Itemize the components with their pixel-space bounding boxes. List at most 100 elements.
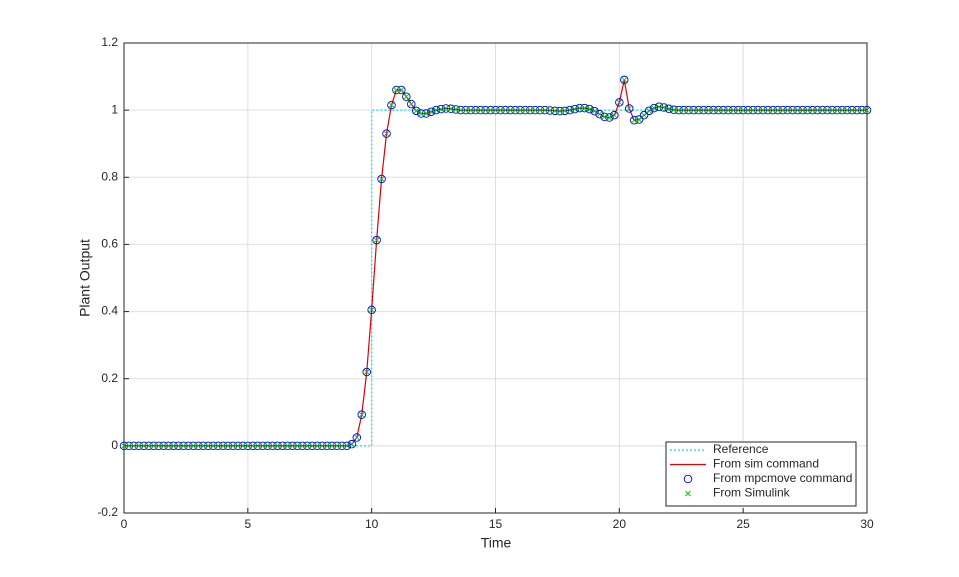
cross-marker	[408, 101, 415, 107]
cross-marker	[299, 443, 306, 449]
cross-marker	[859, 107, 865, 113]
cross-marker	[150, 443, 157, 449]
circle-marker	[768, 105, 778, 115]
cross-marker	[140, 443, 147, 449]
cross-marker	[205, 443, 212, 449]
cross-marker	[809, 107, 816, 113]
circle-marker	[258, 441, 267, 451]
cross-marker	[765, 107, 771, 113]
cross-marker	[566, 107, 573, 113]
cross-marker	[770, 107, 776, 113]
circle-marker	[169, 441, 178, 451]
circle-marker	[778, 105, 788, 115]
cross-marker	[195, 443, 202, 449]
cross-marker	[438, 106, 444, 112]
circle-marker	[719, 105, 728, 115]
cross-marker	[656, 103, 662, 110]
circle-marker	[124, 441, 134, 451]
x-tick-label: 20	[613, 517, 627, 531]
cross-marker	[126, 443, 132, 449]
cross-marker	[363, 369, 370, 375]
cross-marker	[700, 107, 707, 113]
circle-marker	[298, 441, 307, 451]
circle-marker	[352, 433, 362, 442]
circle-marker	[714, 105, 723, 115]
cross-marker	[403, 93, 410, 100]
circle-marker	[595, 109, 604, 119]
circle-marker	[243, 441, 253, 451]
cross-marker	[512, 107, 519, 113]
circle-marker	[842, 105, 852, 115]
cross-marker	[492, 107, 499, 113]
cross-marker	[611, 112, 618, 118]
circle-marker	[501, 105, 510, 115]
cross-marker	[829, 107, 836, 113]
circle-marker	[852, 105, 862, 115]
cross-marker	[190, 443, 197, 449]
cross-marker	[284, 443, 291, 449]
cross-marker	[542, 107, 548, 113]
circle-marker	[783, 105, 792, 115]
circle-marker	[506, 105, 515, 115]
cross-marker	[710, 107, 717, 113]
circle-marker	[590, 106, 599, 116]
cross-marker	[571, 106, 578, 112]
cross-marker	[155, 443, 162, 449]
cross-marker	[453, 106, 459, 113]
cross-marker	[220, 443, 226, 449]
cross-marker	[695, 107, 702, 113]
cross-marker	[131, 443, 137, 449]
legend-box	[665, 441, 857, 507]
cross-marker	[596, 111, 603, 117]
circle-marker	[119, 441, 129, 451]
circle-marker	[397, 85, 406, 95]
cross-marker	[591, 108, 598, 114]
cross-marker	[844, 107, 851, 113]
circle-marker	[402, 92, 411, 101]
cross-marker	[230, 443, 236, 449]
cross-marker	[388, 102, 395, 108]
cross-marker	[373, 237, 380, 243]
x-tick-label: 25	[736, 517, 750, 531]
cross-marker	[378, 176, 385, 182]
cross-marker	[517, 107, 524, 113]
circle-marker	[149, 441, 158, 451]
circle-marker	[392, 85, 401, 95]
circle-marker	[525, 105, 535, 115]
cross-marker	[725, 107, 732, 113]
y-tick-label: 0.4	[101, 304, 118, 318]
y-tick-label: 0.6	[101, 237, 118, 251]
y-tick-label: 1.2	[101, 35, 118, 49]
y-tick-label: 0.8	[101, 169, 118, 183]
circle-marker	[139, 441, 149, 451]
circle-marker	[733, 105, 743, 115]
circle-marker	[407, 99, 416, 109]
cross-marker	[636, 116, 642, 123]
cross-marker	[621, 77, 628, 83]
circle-marker	[545, 106, 555, 115]
circle-marker	[511, 105, 520, 115]
circle-marker	[332, 441, 342, 451]
cross-marker	[477, 107, 484, 113]
cross-marker	[576, 105, 583, 111]
cross-marker	[552, 107, 558, 114]
cross-marker	[467, 107, 474, 113]
cross-marker	[210, 443, 216, 449]
circle-marker	[416, 109, 426, 118]
circle-marker	[293, 441, 302, 451]
cross-marker	[745, 107, 751, 113]
cross-marker	[601, 114, 608, 120]
cross-marker	[443, 105, 449, 112]
cross-marker	[547, 107, 553, 114]
cross-marker	[641, 112, 647, 118]
circle-marker	[684, 105, 693, 115]
cross-marker	[339, 443, 345, 449]
cross-marker	[254, 443, 261, 449]
circle-marker	[411, 106, 421, 116]
circle-marker	[194, 441, 203, 451]
cross-marker	[814, 107, 821, 113]
cross-marker	[324, 443, 330, 449]
y-tick-label: 1	[111, 102, 118, 116]
circle-marker	[268, 441, 277, 451]
cross-marker	[740, 107, 746, 113]
